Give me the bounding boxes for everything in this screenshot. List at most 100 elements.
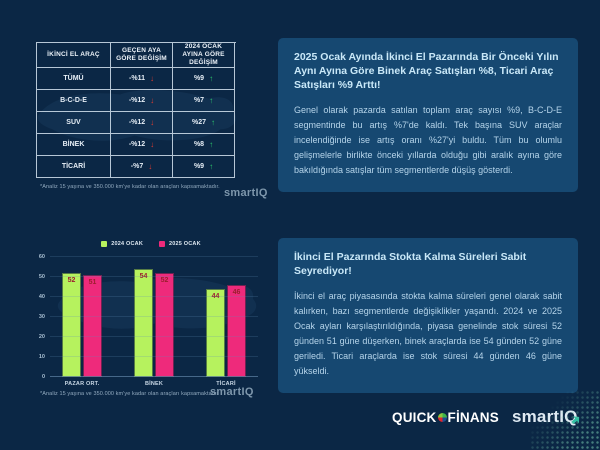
yoy-change-value: %8 [193,141,205,148]
x-axis-category-label: BİNEK [144,381,164,387]
legend-label-2024: 2024 OCAK [111,241,143,247]
bars-row: 52 51 PAZAR ORT. 54 52 BİNEK 44 46 TİCARİ [62,269,246,387]
table-row: SUV -%12 ↓ %27 ↑ [37,112,236,134]
yoy-change-cell: %9 ↑ [173,156,235,178]
sales-growth-panel: 2025 Ocak Ayında İkinci El Pazarında Bir… [278,38,578,193]
arrow-down-icon: ↓ [150,95,155,105]
sales-growth-title: 2025 Ocak Ayında İkinci El Pazarında Bir… [294,51,559,91]
mom-change-cell: -%12 ↓ [111,134,173,156]
bar-value-label: 51 [88,279,97,286]
y-axis-tick-label: 30 [38,314,45,320]
bar-2025-ocak: 51 [83,275,102,377]
quick-finans-quick: QUICK [392,409,437,425]
table-row: BİNEK -%12 ↓ %8 ↑ [37,134,236,156]
yoy-change-value: %27 [191,119,206,126]
legend-swatch-2025 [159,241,165,247]
mom-change-value: -%12 [128,97,146,104]
yoy-change-value: %7 [193,97,205,104]
table-header-row: İKİNCİ EL ARAÇ GEÇEN AYA GÖRE DEĞİŞİM 20… [37,43,236,68]
segment-label: SUV [37,112,111,134]
bar-value-label: 44 [211,293,220,300]
segment-label: BİNEK [37,134,111,156]
legend-item-2024: 2024 OCAK [101,241,143,247]
yoy-change-cell: %7 ↑ [173,90,235,112]
arrow-up-icon: ↑ [209,73,214,83]
table-row: TÜMÜ -%11 ↓ %9 ↑ [37,68,236,90]
mom-change-cell: -%12 ↓ [111,112,173,134]
bar-value-label: 54 [139,273,148,280]
table-header-segment: İKİNCİ EL ARAÇ [37,43,111,68]
segment-label: TÜMÜ [37,68,111,90]
x-axis-category-label: TİCARİ [216,381,236,387]
chart-footnote: *Analiz 15 yaşına ve 350.000 km'ye kadar… [40,391,219,397]
map-watermark-top [37,89,237,141]
yoy-change-value: %9 [193,75,205,82]
y-axis-tick-label: 40 [38,294,45,300]
mom-change-cell: -%12 ↓ [111,90,173,112]
bar-group: 44 46 TİCARİ [206,285,246,387]
yoy-change-value: %9 [193,163,205,170]
y-axis-tick-label: 60 [38,254,45,260]
y-axis-tick-label: 20 [38,334,45,340]
sales-growth-body: Genel olarak pazarda satılan toplam araç… [294,104,562,176]
yoy-change-cell: %9 ↑ [173,68,235,90]
table-body: TÜMÜ -%11 ↓ %9 ↑ B-C-D-E -%12 ↓ %7 ↑ SUV -%12 ↓ %27 ↑ B… [37,68,236,178]
quick-finans-logo: QUICK FİNANS [392,410,499,425]
y-axis-tick-label: 10 [38,354,45,360]
arrow-down-icon: ↓ [150,139,155,149]
table-footnote: *Analiz 15 yaşına ve 350.000 km'ye kadar… [40,184,220,190]
mom-change-cell: -%7 ↓ [111,156,173,178]
bar-2025-ocak: 52 [155,273,174,377]
grid-line [50,356,258,357]
mom-change-value: -%7 [130,163,144,170]
stock-duration-panel: İkinci El Pazarında Stokta Kalma Süreler… [278,238,578,394]
x-axis-category-label: PAZAR ORT. [64,381,100,387]
arrow-up-icon: ↑ [211,117,215,127]
quick-finans-finans: FİNANS [447,409,499,425]
table-header-yoy: 2024 OCAK AYINA GÖRE DEĞİŞİM [173,43,235,68]
arrow-down-icon: ↓ [148,161,153,171]
stock-duration-title: İkinci El Pazarında Stokta Kalma Süreler… [294,251,527,277]
mom-change-cell: -%11 ↓ [111,68,173,90]
arrow-up-icon: ↑ [209,95,214,105]
mom-change-value: -%12 [128,141,146,148]
segment-label: B-C-D-E [37,90,111,112]
smartiq-logo-small-top: smartIQ [224,187,268,199]
y-axis-tick-label: 50 [38,274,45,280]
segment-change-table: İKİNCİ EL ARAÇ GEÇEN AYA GÖRE DEĞİŞİM 20… [36,42,236,178]
smartiq-logo-small-bottom: smartIQ [210,386,254,398]
stock-duration-body: İkinci el araç piyasasında stokta kalma … [294,290,562,377]
yoy-change-cell: %8 ↑ [173,134,235,156]
grid-line [50,376,258,377]
grid-line [50,256,258,257]
arrow-down-icon: ↓ [149,73,154,83]
legend-swatch-2024 [101,241,108,247]
arrow-down-icon: ↓ [150,117,155,127]
y-axis-tick-label: 0 [41,374,45,380]
arrow-up-icon: ↑ [209,139,214,149]
table-header-mom: GEÇEN AYA GÖRE DEĞİŞİM [111,43,173,68]
grid-line [50,276,258,277]
bar-group: 52 51 PAZAR ORT. [62,273,102,387]
segment-label: TİCARİ [37,156,111,178]
mom-change-value: -%11 [129,75,145,82]
legend-item-2025: 2025 OCAK [159,241,201,247]
dot-grid-decoration [530,390,600,450]
grid-line [50,316,258,317]
chart-legend: 2024 OCAK 2025 OCAK [36,241,266,247]
bar-2024-ocak: 52 [62,273,81,377]
bar-2024-ocak: 44 [206,289,225,377]
bar-2024-ocak: 54 [134,269,153,377]
bar-2025-ocak: 46 [227,285,246,377]
arrow-up-icon: ↑ [209,161,214,171]
table-row: TİCARİ -%7 ↓ %9 ↑ [37,156,236,178]
pinwheel-icon [437,412,447,422]
yoy-change-cell: %27 ↑ [173,112,235,134]
mom-change-value: -%12 [128,119,146,126]
legend-label-2025: 2025 OCAK [169,241,201,247]
bar-value-label: 46 [232,289,241,296]
grid-line [50,336,258,337]
bar-value-label: 52 [160,277,169,284]
stock-duration-bar-chart: 52 51 PAZAR ORT. 54 52 BİNEK 44 46 TİCARİ 0 10 20 3… [39,254,258,387]
